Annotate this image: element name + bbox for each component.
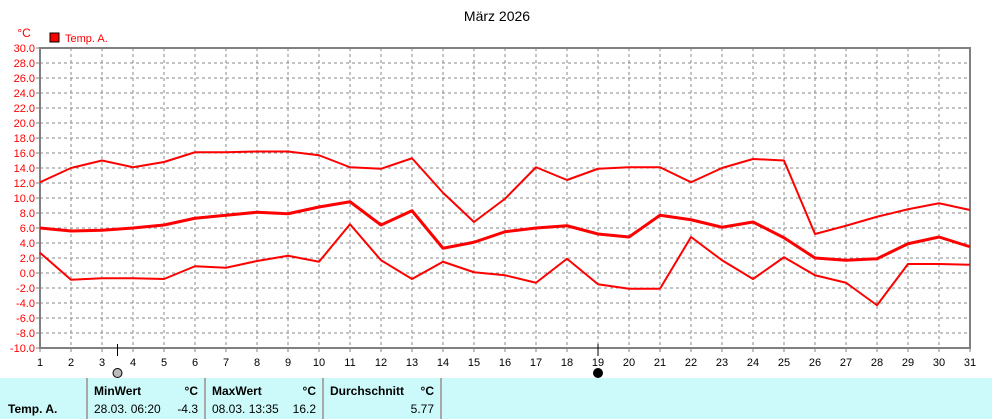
max-cell: MaxWert °C 08.03. 13:35 16.2 <box>206 378 324 419</box>
x-tick-label: 26 <box>809 357 821 369</box>
full-moon-icon <box>112 368 123 378</box>
x-tick-label: 16 <box>499 357 511 369</box>
y-tick-label: -8.0 <box>16 328 35 340</box>
y-tick-label: 10.0 <box>14 193 35 205</box>
y-tick-label: 26.0 <box>14 73 35 85</box>
series-line-max <box>39 150 971 235</box>
x-tick-label: 15 <box>468 357 480 369</box>
series-line-min <box>39 223 971 307</box>
x-tick-label: 2 <box>68 357 74 369</box>
x-tick-label: 18 <box>561 357 573 369</box>
x-tick-label: 28 <box>871 357 883 369</box>
x-tick-label: 6 <box>192 357 198 369</box>
y-tick-label: 12.0 <box>14 178 35 190</box>
x-tick-label: 23 <box>716 357 728 369</box>
x-tick-label: 31 <box>964 357 976 369</box>
chart-title: März 2026 <box>464 8 530 24</box>
temperature-chart: März 2026 °C Temp. A. -10.0 -8.0 -6.0 -4.0 -… <box>10 8 976 378</box>
x-tick-label: 7 <box>223 357 229 369</box>
series-line-mean <box>39 200 971 262</box>
legend-swatch <box>49 32 60 43</box>
y-tick-label: 24.0 <box>14 88 35 100</box>
x-tick-label: 4 <box>130 357 136 369</box>
y-tick-label: 30.0 <box>14 43 35 55</box>
row-label: Temp. A. <box>8 402 58 416</box>
y-tick-label: -4.0 <box>16 298 35 310</box>
x-tick-label: 8 <box>254 357 260 369</box>
max-value: 16.2 <box>292 402 316 416</box>
x-tick-label: 14 <box>437 357 449 369</box>
max-unit: °C <box>302 384 316 398</box>
avg-value: 5.77 <box>410 402 434 416</box>
x-tick-label: 30 <box>933 357 945 369</box>
legend-label: Temp. A. <box>65 33 108 45</box>
x-tick-label: 25 <box>778 357 790 369</box>
max-header: MaxWert <box>212 384 262 398</box>
avg-cell: Durchschnitt °C 5.77 <box>324 378 442 419</box>
x-tick-label: 5 <box>161 357 167 369</box>
x-tick-label: 9 <box>285 357 291 369</box>
x-tick-label: 22 <box>685 357 697 369</box>
y-tick-label: -10.0 <box>10 343 35 355</box>
x-tick-label: 10 <box>313 357 325 369</box>
y-tick-label: 22.0 <box>14 103 35 115</box>
y-tick-label: 16.0 <box>14 148 35 160</box>
x-tick-label: 11 <box>344 357 355 369</box>
x-tick-label: 12 <box>375 357 387 369</box>
y-tick-label: 6.0 <box>20 223 35 235</box>
min-datetime: 28.03. 06:20 <box>94 402 161 416</box>
x-tick-label: 13 <box>406 357 418 369</box>
x-tick-label: 29 <box>902 357 914 369</box>
summary-table: Temp. A. MinWert °C 28.03. 06:20 -4.3 Ma… <box>0 378 992 419</box>
x-tick-label: 27 <box>840 357 852 369</box>
x-tick-label: 1 <box>37 357 43 369</box>
y-tick-label: 0.0 <box>20 268 35 280</box>
y-tick-label: 20.0 <box>14 118 35 130</box>
max-datetime: 08.03. 13:35 <box>212 402 279 416</box>
min-cell: MinWert °C 28.03. 06:20 -4.3 <box>88 378 206 419</box>
y-tick-label: 14.0 <box>14 163 35 175</box>
x-tick-label: 21 <box>654 357 666 369</box>
avg-unit: °C <box>420 384 434 398</box>
y-tick-label: 28.0 <box>14 58 35 70</box>
new-moon-icon <box>593 368 603 378</box>
min-unit: °C <box>184 384 198 398</box>
x-tick-label: 17 <box>530 357 542 369</box>
y-tick-label: 18.0 <box>14 133 35 145</box>
y-axis-unit: °C <box>17 26 31 40</box>
x-tick-label: 20 <box>623 357 635 369</box>
y-tick-label: 2.0 <box>20 253 35 265</box>
min-header: MinWert <box>94 384 142 398</box>
y-tick-label: 4.0 <box>20 238 35 250</box>
row-label-cell: Temp. A. <box>0 378 88 419</box>
x-tick-label: 3 <box>99 357 105 369</box>
avg-header: Durchschnitt <box>330 384 405 398</box>
y-tick-label: -6.0 <box>16 313 35 325</box>
y-tick-label: -2.0 <box>16 283 35 295</box>
y-tick-label: 8.0 <box>20 208 35 220</box>
x-tick-label: 19 <box>592 357 604 369</box>
x-tick-label: 24 <box>747 357 759 369</box>
min-value: -4.3 <box>177 402 198 416</box>
